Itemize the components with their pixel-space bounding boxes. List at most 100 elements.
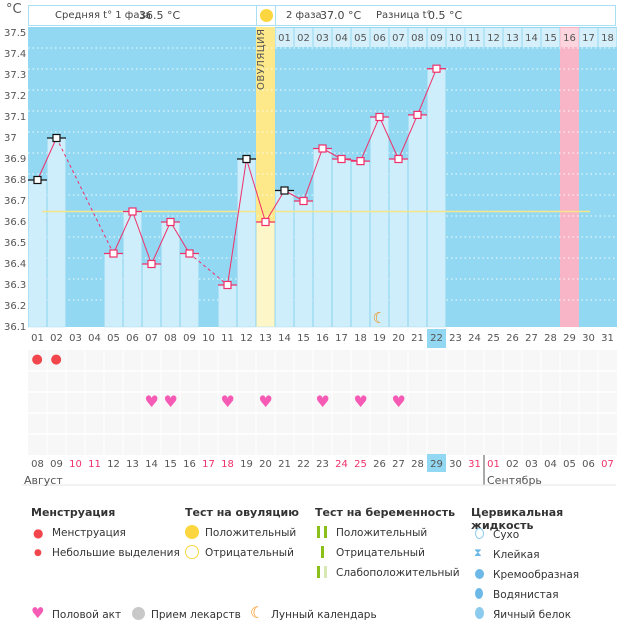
day-label: 07 [145,333,158,344]
date-label: 29 [430,459,443,470]
phase2-day-cell [408,28,427,47]
phase2-day-cell [579,28,598,47]
day-label: 13 [259,333,272,344]
temperature-point [280,186,289,195]
temperature-point [299,196,308,206]
legend-item: Лунный календарь [271,609,377,621]
date-label: 28 [411,459,424,470]
phase2-day-label: 01 [278,33,291,44]
date-label: 25 [354,459,367,470]
y-tick-label: 36.6 [4,217,27,228]
day-label: 04 [88,333,101,344]
day-label: 25 [487,333,500,344]
temperature-bar [218,284,237,328]
date-label: 20 [259,459,272,470]
phase2-day-label: 14 [525,33,538,44]
legend-pregtest-title: Тест на беременность [315,506,456,519]
date-label: 14 [145,459,158,470]
legend-cervical-title: Цервикальная жидкость [471,506,564,532]
day-label: 10 [202,333,215,344]
phase1-value: 36.5 °C [139,9,181,22]
y-tick-label: 36.1 [4,322,27,333]
temperature-bar [370,116,389,328]
y-tick-label: 36.4 [4,259,27,270]
temperature-bar [28,179,47,328]
temperature-line-segment [265,190,285,223]
date-label: 04 [544,459,557,470]
phase2-label: 2 фаза [286,10,322,21]
month-label: Сентябрь [487,474,542,487]
heart-icon: ♥ [258,392,273,411]
y-tick-label: 36.5 [4,238,27,249]
day-label: 12 [240,333,253,344]
day-label: 23 [449,333,462,344]
temperature-bar [180,253,199,328]
temperature-bar [427,68,446,328]
phase2-day-cell [465,28,484,47]
legend-item: Яичный белок [493,609,572,621]
temperature-bar [256,221,275,328]
date-label: 09 [50,459,63,470]
temperature-bar [142,263,161,328]
phase2-day-label: 09 [430,33,443,44]
drop-icon: ● [33,526,44,540]
phase2-day-cell [522,28,541,47]
creamy-icon [475,569,484,579]
y-tick-label: 37.5 [4,28,27,39]
y-tick-label: 37 [4,133,17,144]
phase2-day-cell [427,28,446,47]
temperature-line-segment [246,158,266,223]
date-label: 02 [506,459,519,470]
legend-item: Прием лекарств [151,609,241,621]
temperature-line-segment [398,114,418,160]
day-label: 16 [316,333,329,344]
date-label: 27 [392,459,405,470]
temperature-point [147,259,156,269]
day-label: 20 [392,333,405,344]
date-label: 24 [335,459,348,470]
phase2-day-cell [275,28,294,47]
menstruation-drop-icon: ● [31,352,43,367]
phase2-day-label: 06 [373,33,386,44]
legend-item: Клейкая [493,549,540,561]
temperature-bar [313,148,332,328]
day-label: 06 [126,333,139,344]
today-date-highlight [427,454,446,472]
temperature-bar [237,158,256,328]
day-label: 08 [164,333,177,344]
day-label: 01 [31,333,44,344]
phase2-day-label: 12 [487,33,500,44]
phase2-day-label: 03 [316,33,329,44]
phase2-day-label: 17 [582,33,595,44]
temperature-line-segment [37,137,57,181]
phase2-day-cell [446,28,465,47]
moon-icon: ☾ [372,309,386,327]
watery-icon [475,588,483,599]
temperature-bar [47,137,66,328]
temperature-bar [351,160,370,328]
pregtest-weak-icon [317,566,320,578]
y-tick-label: 36.2 [4,301,27,312]
phase2-day-label: 13 [506,33,519,44]
legend-item: Отрицательный [336,547,425,559]
legend-menstruation-title: Менструация [31,506,116,519]
phase2-day-label: 11 [468,33,481,44]
legend-item: Положительный [336,527,428,539]
temperature-chart [22,27,617,486]
date-label: 13 [126,459,139,470]
phase2-day-label: 08 [411,33,424,44]
day-label: 02 [50,333,63,344]
date-label: 21 [278,459,291,470]
temperature-line-segment [379,116,399,160]
phase2-header: 2 фаза 37.0 °C Разница t° 0.5 °C [275,5,616,26]
date-label: 12 [107,459,120,470]
phase2-day-cell [598,28,617,47]
legend-item: Половой акт [52,609,122,621]
day-label: 14 [278,333,291,344]
phase2-day-cell [351,28,370,47]
pregtest-positive-icon [317,526,320,538]
temperature-point [375,112,384,122]
phase2-day-label: 05 [354,33,367,44]
legend-item: Менструация [52,527,126,539]
ovtest-positive-icon [185,525,199,539]
